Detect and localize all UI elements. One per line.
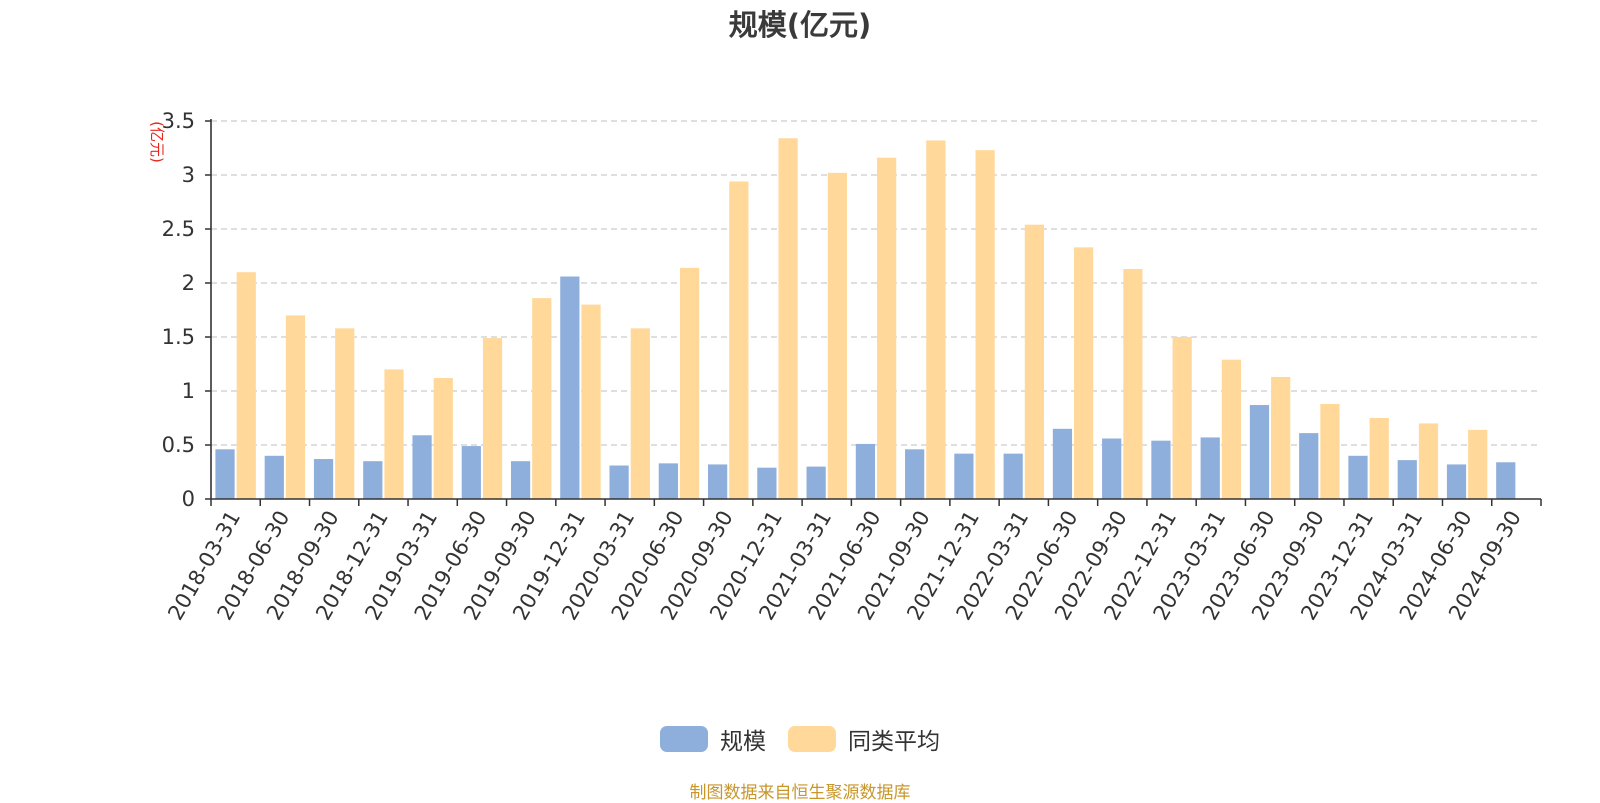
- bar-scale: [1397, 460, 1417, 499]
- y-tick-label: 1.5: [162, 325, 195, 349]
- gridlines: [211, 120, 1541, 446]
- bar-peer-average: [630, 328, 650, 499]
- legend-swatch-peer-average: [788, 726, 836, 752]
- bar-scale: [412, 435, 432, 499]
- bar-scale: [1151, 440, 1171, 499]
- axes: 00.511.522.533.52018-03-312018-06-302018…: [162, 109, 1542, 624]
- bar-peer-average: [1074, 247, 1094, 499]
- y-tick-label: 0: [182, 487, 195, 511]
- bar-peer-average: [532, 298, 552, 499]
- bar-peer-average: [482, 338, 503, 499]
- bar-peer-average: [335, 328, 355, 499]
- bar-peer-average: [581, 304, 601, 499]
- bar-scale: [806, 466, 826, 499]
- bar-scale: [1052, 428, 1073, 499]
- bar-scale: [1200, 437, 1220, 499]
- legend-item-peer-average[interactable]: 同类平均: [788, 722, 940, 756]
- bar-peer-average: [975, 150, 995, 499]
- bar-peer-average: [1221, 359, 1242, 499]
- y-tick-label: 3: [182, 163, 195, 187]
- y-tick-label: 2: [182, 271, 195, 295]
- bar-peer-average: [926, 140, 946, 499]
- bar-peer-average: [433, 378, 453, 499]
- bar-scale: [560, 276, 580, 499]
- legend-label: 同类平均: [848, 729, 940, 755]
- y-tick-label: 2.5: [162, 217, 195, 241]
- bar-scale: [855, 443, 875, 499]
- bar-scale: [1446, 464, 1467, 499]
- bar-peer-average: [877, 157, 897, 499]
- bar-peer-average: [1468, 429, 1488, 499]
- chart-title: 规模(亿元): [728, 8, 872, 42]
- legend-swatch-scale: [660, 726, 708, 752]
- y-tick-label: 1: [182, 379, 195, 403]
- bar-peer-average: [1271, 376, 1291, 499]
- bar-peer-average: [729, 181, 749, 500]
- legend: 规模 同类平均: [0, 722, 1600, 756]
- bar-peer-average: [679, 267, 700, 499]
- source-note: 制图数据来自恒生聚源数据库: [689, 783, 911, 803]
- bar-scale: [757, 467, 777, 499]
- bars: [215, 138, 1516, 500]
- bar-scale: [264, 455, 284, 499]
- bar-peer-average: [1024, 224, 1044, 499]
- bar-scale: [510, 461, 531, 499]
- bar-scale: [658, 463, 678, 499]
- bar-scale: [905, 449, 925, 499]
- y-tick-label: 0.5: [162, 433, 195, 457]
- bar-peer-average: [1418, 423, 1439, 499]
- y-axis-label: (亿元): [148, 121, 166, 163]
- bar-scale: [609, 465, 629, 499]
- bar-scale: [954, 453, 974, 499]
- bar-scale: [1003, 453, 1023, 499]
- bar-peer-average: [285, 315, 306, 499]
- bar-peer-average: [1123, 268, 1143, 499]
- bar-scale: [1348, 455, 1368, 499]
- bar-peer-average: [827, 172, 847, 499]
- bar-peer-average: [778, 138, 798, 499]
- bar-peer-average: [1320, 403, 1340, 499]
- legend-item-scale[interactable]: 规模: [660, 722, 766, 756]
- bar-scale: [461, 446, 481, 499]
- bar-scale: [1102, 438, 1122, 499]
- bar-scale: [215, 449, 235, 499]
- bar-scale: [1299, 433, 1319, 499]
- bar-peer-average: [384, 369, 404, 499]
- bar-scale: [1249, 405, 1270, 499]
- bar-peer-average: [1172, 337, 1192, 499]
- y-tick-label: 3.5: [162, 109, 195, 133]
- bar-scale: [708, 464, 728, 499]
- bar-peer-average: [236, 272, 256, 499]
- bar-scale: [1496, 462, 1516, 499]
- bar-scale: [363, 461, 383, 499]
- legend-label: 规模: [720, 729, 766, 755]
- y-axis-unit: (亿元): [148, 121, 166, 163]
- bar-peer-average: [1369, 418, 1389, 499]
- bar-scale: [313, 459, 334, 499]
